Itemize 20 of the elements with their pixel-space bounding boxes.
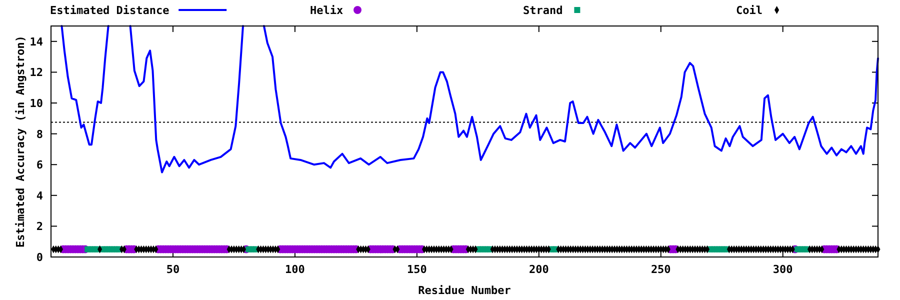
x-tick-label: 50 [166, 263, 180, 276]
y-tick-label: 4 [36, 189, 44, 202]
y-tick-label: 0 [36, 251, 43, 264]
x-tick-label: 300 [772, 263, 793, 276]
x-tick-label: 250 [650, 263, 671, 276]
legend-label: Strand [523, 4, 563, 17]
y-tick-label: 8 [36, 128, 43, 141]
legend-label: Estimated Distance [50, 4, 170, 17]
x-tick-label: 200 [528, 263, 549, 276]
y-tick-label: 10 [30, 97, 43, 110]
x-axis-title: Residue Number [418, 284, 512, 297]
x-tick-label: 150 [406, 263, 427, 276]
legend-label: Helix [310, 4, 344, 17]
y-tick-label: 2 [36, 220, 43, 234]
x-tick-label: 100 [285, 263, 305, 276]
y-tick-label: 12 [30, 66, 43, 80]
legend-label: Coil [736, 4, 762, 17]
y-axis-title: Estimated Accuracy (in Angstron) [14, 36, 27, 248]
y-tick-label: 14 [30, 35, 44, 48]
y-tick-label: 6 [36, 158, 44, 172]
